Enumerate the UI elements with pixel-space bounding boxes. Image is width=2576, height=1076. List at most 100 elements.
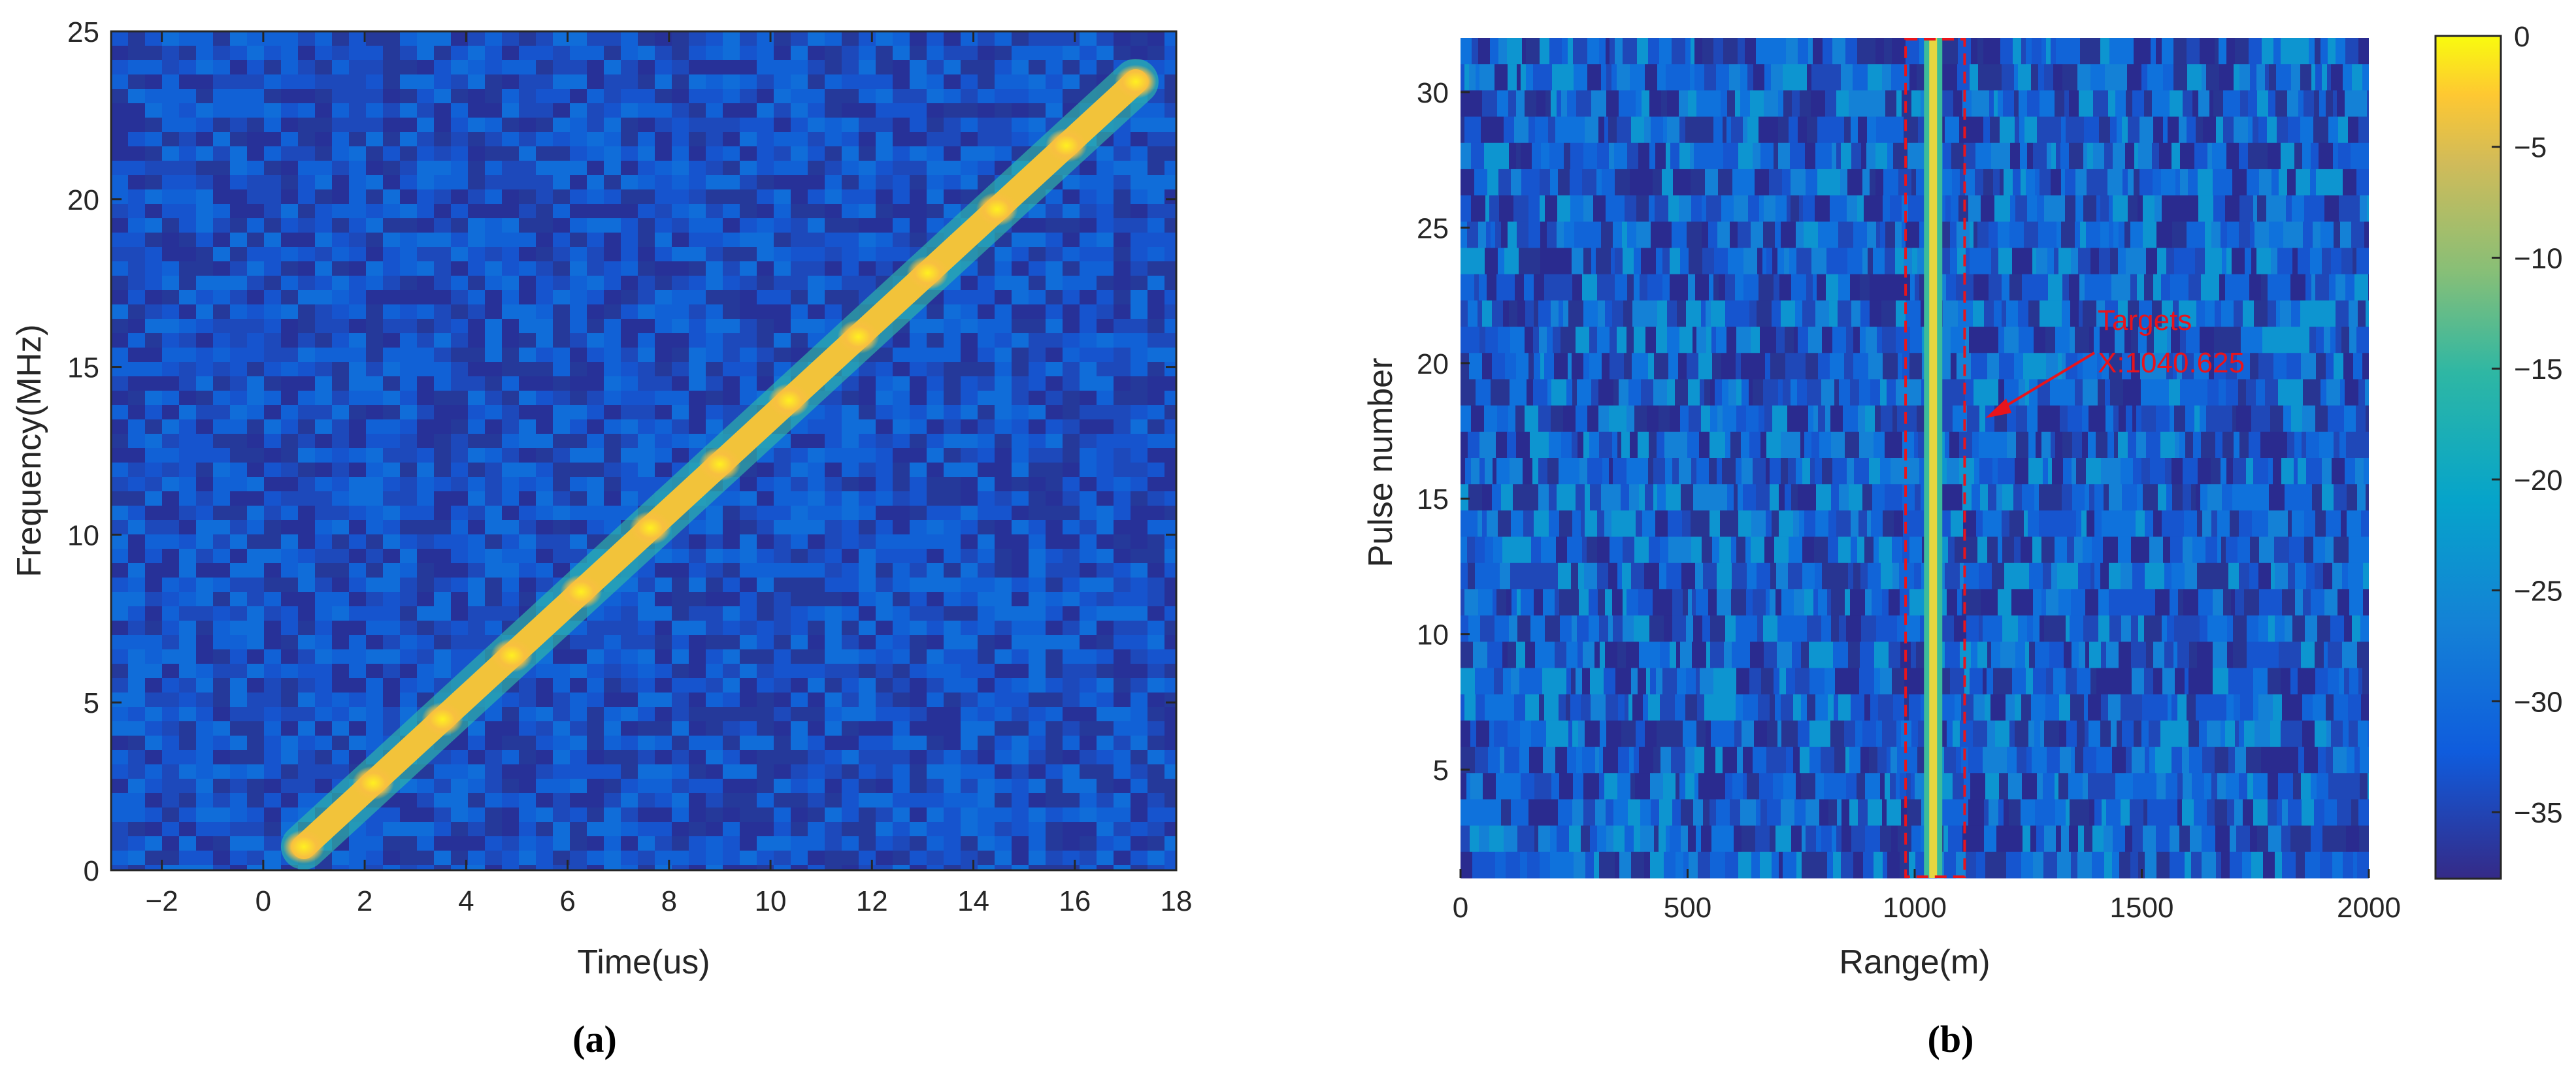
heatmap-cell (587, 736, 604, 750)
heatmap-cell (1131, 304, 1148, 319)
heatmap-cell (332, 247, 349, 261)
heatmap-cell (315, 578, 332, 592)
heatmap-cell (1570, 142, 1583, 170)
heatmap-cell (553, 46, 570, 60)
heatmap-cell (570, 146, 587, 161)
heatmap-cell (162, 333, 179, 348)
heatmap-cell (2094, 327, 2100, 353)
heatmap-cell (383, 276, 400, 290)
heatmap-cell (1114, 563, 1131, 578)
heatmap-cell (689, 592, 706, 606)
heatmap-cell (366, 261, 383, 276)
heatmap-cell (2075, 169, 2087, 196)
heatmap-cell (1114, 621, 1131, 635)
heatmap-cell (1114, 419, 1131, 434)
heatmap-cell (842, 549, 859, 563)
heatmap-cell (502, 89, 519, 103)
heatmap-cell (1917, 248, 1924, 275)
heatmap-cell (1741, 353, 1751, 380)
heatmap-cell (1739, 300, 1749, 327)
heatmap-cell (1148, 46, 1164, 60)
heatmap-cell (2258, 116, 2267, 144)
heatmap-cell (111, 161, 128, 175)
heatmap-cell (2022, 274, 2034, 301)
heatmap-cell (128, 448, 145, 463)
heatmap-cell (264, 31, 281, 46)
heatmap-cell (740, 477, 757, 491)
heatmap-cell (1063, 463, 1080, 477)
heatmap-cell (1723, 116, 1726, 144)
heatmap-cell (485, 836, 502, 851)
heatmap-cell (145, 405, 162, 419)
heatmap-cell (2281, 142, 2294, 170)
heatmap-cell (689, 865, 706, 870)
heatmap-cell (1029, 606, 1046, 621)
heatmap-cell (1943, 300, 1958, 327)
heatmap-cell (281, 161, 298, 175)
heatmap-cell (1691, 195, 1702, 222)
heatmap-cell (1601, 64, 1606, 91)
heatmap-cell (400, 233, 417, 247)
heatmap-cell (791, 146, 808, 161)
heatmap-cell (162, 779, 179, 793)
heatmap-cell (281, 89, 298, 103)
heatmap-cell (332, 31, 349, 46)
heatmap-cell (1805, 142, 1815, 170)
heatmap-cell (1114, 146, 1131, 161)
heatmap-cell (2200, 327, 2206, 353)
heatmap-cell (366, 189, 383, 204)
heatmap-cell (2268, 300, 2276, 327)
heatmap-cell (706, 74, 723, 89)
heatmap-cell (332, 578, 349, 592)
heatmap-cell (1695, 274, 1709, 301)
heatmap-cell (672, 233, 689, 247)
heatmap-cell (1711, 327, 1716, 353)
heatmap-cell (808, 693, 825, 707)
heatmap-cell (1672, 38, 1685, 65)
heatmap-cell (179, 534, 196, 549)
heatmap-cell (434, 391, 451, 405)
heatmap-cell (366, 362, 383, 376)
heatmap-cell (553, 103, 570, 118)
heatmap-cell (859, 477, 876, 491)
heatmap-cell (1796, 221, 1804, 248)
heatmap-cell (978, 348, 995, 362)
heatmap-cell (2152, 142, 2159, 170)
heatmap-cell (502, 534, 519, 549)
heatmap-cell (1012, 60, 1029, 74)
heatmap-cell (944, 549, 961, 563)
heatmap-cell (638, 405, 655, 419)
heatmap-cell (995, 793, 1012, 807)
heatmap-cell (179, 520, 196, 534)
heatmap-cell (1621, 195, 1625, 222)
chirp-ridge-peak (837, 319, 880, 354)
heatmap-cell (978, 448, 995, 463)
heatmap-cell (315, 764, 332, 779)
heatmap-cell (281, 807, 298, 822)
heatmap-cell (1148, 419, 1164, 434)
heatmap-cell (281, 376, 298, 391)
heatmap-cell (621, 865, 638, 870)
heatmap-cell (2183, 90, 2192, 118)
heatmap-cell (145, 506, 162, 520)
heatmap-cell (349, 649, 366, 664)
heatmap-cell (893, 764, 910, 779)
heatmap-cell (1097, 448, 1114, 463)
heatmap-cell (230, 520, 247, 534)
heatmap-cell (332, 74, 349, 89)
heatmap-cell (774, 31, 791, 46)
heatmap-cell (349, 31, 366, 46)
heatmap-cell (349, 448, 366, 463)
heatmap-cell (672, 348, 689, 362)
heatmap-cell (298, 247, 315, 261)
heatmap-cell (876, 635, 893, 649)
chirp-ridge-peak (1045, 128, 1087, 163)
heatmap-cell (604, 132, 621, 146)
heatmap-cell (502, 103, 519, 118)
heatmap-cell (689, 836, 706, 851)
heatmap-cell (349, 276, 366, 290)
heatmap-cell (570, 649, 587, 664)
heatmap-cell (2166, 90, 2170, 118)
heatmap-cell (434, 204, 451, 218)
heatmap-cell (1528, 221, 1540, 248)
